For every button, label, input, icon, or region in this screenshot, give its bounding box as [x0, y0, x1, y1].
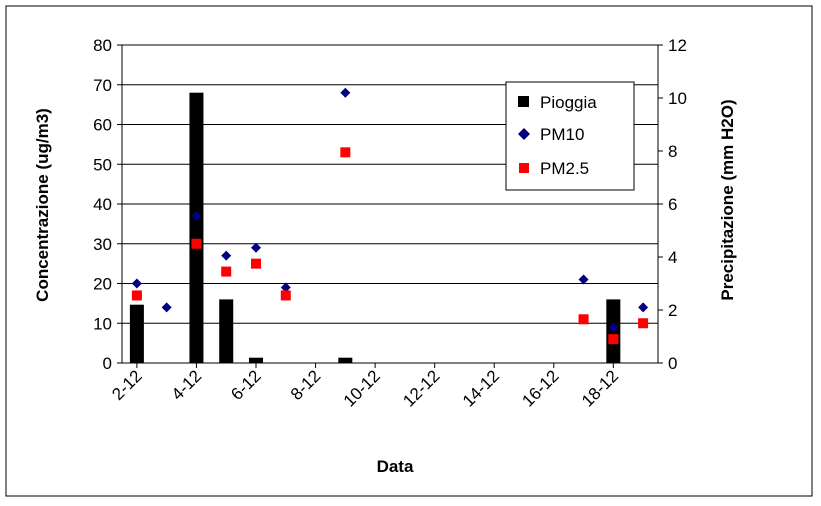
y-right-tick-label: 12	[668, 36, 687, 55]
point-pm10	[161, 302, 172, 313]
legend-swatch-pm10	[518, 128, 530, 140]
y-left-tick-label: 20	[93, 275, 112, 294]
y-axis-right-title: Precipitazione (mm H2O)	[718, 99, 737, 300]
legend: Pioggia PM10 PM2.5	[505, 81, 635, 191]
point-pm25	[221, 266, 232, 277]
right-axis-ticks: 0 2 4 6 8 10 12	[658, 36, 687, 373]
y-right-tick-label: 4	[668, 248, 677, 267]
point-pm25	[608, 334, 619, 345]
y-right-tick-label: 2	[668, 301, 677, 320]
legend-label-pioggia: Pioggia	[540, 93, 597, 112]
y-left-tick-label: 0	[103, 354, 112, 373]
y-left-tick-label: 30	[93, 235, 112, 254]
point-pm25	[638, 318, 649, 329]
y-left-tick-label: 50	[93, 155, 112, 174]
bar-pioggia	[189, 92, 204, 363]
point-pm10	[131, 278, 142, 289]
left-axis-ticks: 0 10 20 30 40 50 60 70 80	[93, 36, 122, 373]
point-pm25	[280, 290, 291, 301]
point-pm25	[251, 258, 261, 269]
x-tick-label: 2-12	[108, 366, 145, 403]
y-left-tick-label: 70	[93, 76, 112, 95]
legend-label-pm25: PM2.5	[540, 159, 589, 178]
y-right-tick-label: 0	[668, 354, 677, 373]
gridlines	[122, 84, 658, 324]
legend-label-pm10: PM10	[540, 125, 584, 144]
legend-swatch-pioggia	[518, 96, 529, 107]
x-tick-label: 4-12	[168, 366, 205, 403]
point-pm10	[191, 210, 202, 221]
point-pm25	[131, 290, 142, 301]
x-tick-label: 14-12	[459, 366, 503, 410]
y-left-tick-label: 60	[93, 116, 112, 135]
point-pm25	[191, 238, 202, 249]
x-tick-label: 10-12	[340, 366, 384, 410]
point-pm10	[221, 250, 232, 261]
point-pm10	[638, 302, 649, 313]
y-right-tick-label: 10	[668, 89, 687, 108]
point-pm25	[578, 314, 589, 325]
point-pm10	[340, 87, 351, 98]
x-axis-title: Data	[377, 457, 414, 476]
bar-pioggia	[249, 357, 263, 363]
point-pm10	[251, 242, 261, 253]
legend-swatch-pm25	[519, 163, 529, 173]
point-pm25	[340, 147, 351, 158]
x-tick-label: 16-12	[518, 366, 562, 410]
x-tick-label: 8-12	[287, 366, 324, 403]
x-tick-label: 18-12	[578, 366, 622, 410]
x-tick-label: 12-12	[399, 366, 443, 410]
bar-pioggia	[129, 304, 144, 363]
bar-pioggia	[219, 299, 234, 363]
bar-pioggia	[338, 357, 353, 363]
marker-series	[131, 87, 649, 345]
point-pm10	[578, 274, 589, 285]
chart-frame	[5, 5, 813, 497]
x-tick-label: 6-12	[227, 366, 264, 403]
y-right-tick-label: 6	[668, 195, 677, 214]
y-left-tick-label: 10	[93, 314, 112, 333]
y-axis-left-title: Concentrazione (ug/m3)	[33, 108, 52, 302]
point-pm10	[608, 322, 619, 333]
y-left-tick-label: 40	[93, 195, 112, 214]
y-left-tick-label: 80	[93, 36, 112, 55]
y-right-tick-label: 8	[668, 142, 677, 161]
x-axis-ticks: 2-12 4-12 6-12 8-12 10-12 12-12 14-12 16-12 18-1…	[108, 363, 622, 411]
point-pm10	[280, 282, 291, 293]
